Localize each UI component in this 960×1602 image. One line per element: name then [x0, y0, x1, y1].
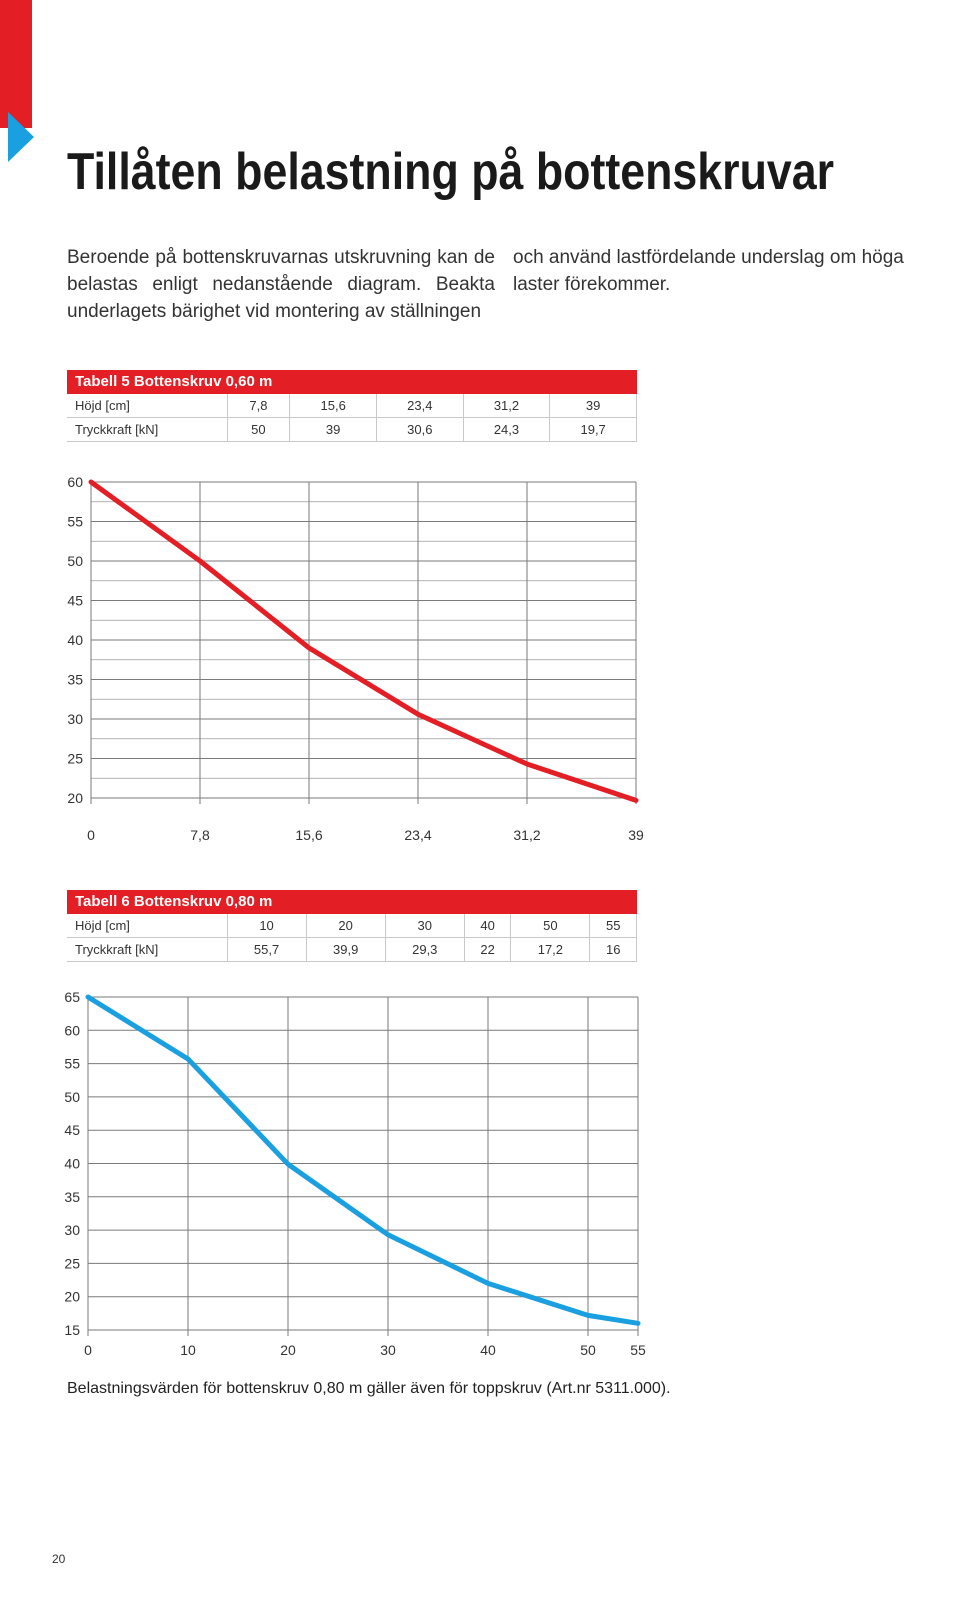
intro-text-right: och använd lastfördelande underslag om h…: [513, 247, 904, 295]
x-tick-label: 40: [480, 1342, 496, 1358]
accent-bar: [0, 0, 32, 128]
y-tick-label: 20: [67, 790, 83, 806]
y-tick-label: 55: [64, 1056, 80, 1072]
x-tick-label: 0: [87, 827, 95, 843]
table-6-row1-label: Höjd [cm]: [67, 914, 228, 938]
table-cell: 39,9: [305, 937, 386, 962]
table-cell: 10: [226, 914, 307, 938]
table-cell: 50: [226, 417, 291, 442]
table-6-caption: Tabell 6 Bottenskruv 0,80 m: [67, 890, 637, 914]
table-5: Tabell 5 Bottenskruv 0,60 m Höjd [cm] 7,…: [67, 370, 637, 442]
table-cell: 55: [589, 914, 637, 938]
chart-bottenskruv-060: 60 55 50 45 40 35 30 25 20 0 7,8 15,6 23,4 31,2 39: [67, 474, 644, 843]
y-tick-label: 35: [67, 672, 83, 688]
table-5-row1-label: Höjd [cm]: [67, 394, 228, 418]
table-5-row2-label: Tryckkraft [kN]: [67, 417, 228, 442]
table-6: Tabell 6 Bottenskruv 0,80 m Höjd [cm] 10…: [67, 890, 637, 962]
table-cell: 24,3: [462, 417, 551, 442]
x-tick-label: 10: [180, 1342, 196, 1358]
x-tick-label: 39: [628, 827, 644, 843]
y-tick-label: 40: [67, 632, 83, 648]
table-cell: 15,6: [289, 394, 377, 418]
y-tick-label: 60: [64, 1022, 80, 1038]
y-tick-label: 45: [67, 593, 83, 609]
table-6-row2-label: Tryckkraft [kN]: [67, 937, 228, 962]
table-cell: 40: [463, 914, 512, 938]
table-row: Tryckkraft [kN] 50 39 30,6 24,3 19,7: [67, 417, 637, 442]
y-tick-label: 30: [64, 1222, 80, 1238]
table-cell: 29,3: [384, 937, 465, 962]
intro-text-left: Beroende på bottenskruvarnas utskruvning…: [67, 247, 495, 322]
series-line: [88, 479, 639, 803]
y-tick-label: 25: [67, 751, 83, 767]
y-tick-label: 65: [64, 989, 80, 1005]
y-tick-label: 40: [64, 1156, 80, 1172]
table-cell: 17,2: [510, 937, 591, 962]
table-row: Tryckkraft [kN] 55,7 39,9 29,3 22 17,2 1…: [67, 937, 637, 962]
x-tick-label: 23,4: [404, 827, 431, 843]
table-cell: 55,7: [226, 937, 307, 962]
chart-bottenskruv-080: 65 60 55 50 45 40 35 30 25 20 150 10 20 30 40 50 55: [64, 989, 646, 1358]
table-cell: 39: [289, 417, 377, 442]
y-tick-label: 55: [67, 514, 83, 530]
y-tick-label: 25: [64, 1255, 80, 1271]
y-tick-label: 50: [64, 1089, 80, 1105]
table-row: Höjd [cm] 10 20 30 40 50 55: [67, 914, 637, 938]
x-tick-label: 20: [280, 1342, 296, 1358]
x-tick-label: 15,6: [295, 827, 322, 843]
table-cell: 20: [305, 914, 386, 938]
table-cell: 50: [510, 914, 591, 938]
y-tick-label: 60: [67, 474, 83, 490]
y-tick-label: 35: [64, 1189, 80, 1205]
page-title: Tillåten belastning på bottenskruvar: [67, 143, 835, 201]
y-tick-label: 50: [67, 553, 83, 569]
footnote: Belastningsvärden för bottenskruv 0,80 m…: [67, 1380, 671, 1397]
y-tick-label: 20: [64, 1289, 80, 1305]
table-cell: 30: [384, 914, 465, 938]
table-cell: 16: [589, 937, 637, 962]
y-tick-label: 15: [64, 1322, 80, 1338]
table-5-caption: Tabell 5 Bottenskruv 0,60 m: [67, 370, 637, 394]
x-tick-label: 30: [380, 1342, 396, 1358]
table-cell: 39: [549, 394, 637, 418]
table-cell: 19,7: [549, 417, 637, 442]
table-cell: 7,8: [226, 394, 291, 418]
x-tick-label: 31,2: [513, 827, 540, 843]
y-tick-label: 45: [64, 1122, 80, 1138]
x-tick-label: 55: [630, 1342, 646, 1358]
y-tick-label: 30: [67, 711, 83, 727]
page-number: 20: [52, 1552, 66, 1566]
table-cell: 22: [463, 937, 512, 962]
x-tick-label: 0: [84, 1342, 92, 1358]
series-line: [85, 994, 641, 1326]
x-tick-label: 50: [580, 1342, 596, 1358]
x-tick-label: 7,8: [190, 827, 210, 843]
table-cell: 31,2: [462, 394, 551, 418]
table-cell: 30,6: [375, 417, 464, 442]
table-row: Höjd [cm] 7,8 15,6 23,4 31,2 39: [67, 394, 637, 418]
page-marker-icon: [8, 112, 34, 162]
table-cell: 23,4: [375, 394, 464, 418]
